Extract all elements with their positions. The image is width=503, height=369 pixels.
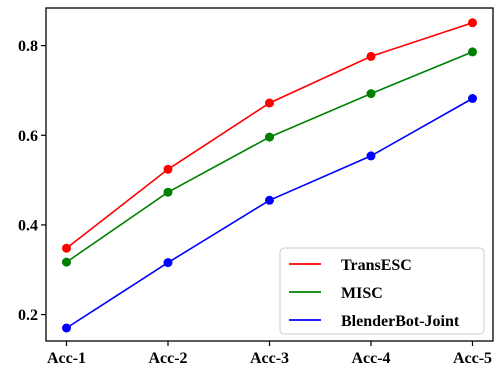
data-point-transesc <box>468 18 477 28</box>
data-point-misc <box>366 89 376 99</box>
x-tick-label: Acc-3 <box>250 350 289 367</box>
y-tick-label: 0.8 <box>18 38 38 55</box>
y-axis: 0.2 0.4 0.6 0.8 <box>18 38 46 324</box>
data-point-misc <box>468 47 477 57</box>
data-point-blenderbot-joint <box>366 151 376 161</box>
data-point-blenderbot-joint <box>265 195 274 205</box>
x-tick-label: Acc-5 <box>453 350 492 367</box>
series-layer <box>62 18 477 333</box>
x-tick-label: Acc-2 <box>148 350 187 367</box>
y-tick-label: 0.2 <box>18 307 38 324</box>
legend-items: TransESC MISC BlenderBot-Joint <box>289 257 460 330</box>
series-line-misc <box>66 51 473 263</box>
x-axis: Acc-1 Acc-2 Acc-3 Acc-4 Acc-5 <box>47 341 492 367</box>
x-tick-label: Acc-4 <box>351 350 390 367</box>
data-point-blenderbot-joint <box>163 258 173 268</box>
legend: TransESC MISC BlenderBot-Joint <box>279 247 485 335</box>
data-point-transesc <box>62 243 71 253</box>
data-point-transesc <box>265 98 274 108</box>
data-point-misc <box>163 187 173 197</box>
data-point-transesc <box>163 164 173 174</box>
data-point-transesc <box>366 51 376 61</box>
y-tick-label: 0.6 <box>18 128 38 145</box>
data-point-blenderbot-joint <box>62 323 71 333</box>
data-point-blenderbot-joint <box>468 94 477 103</box>
legend-label: TransESC <box>341 257 412 274</box>
x-tick-label: Acc-1 <box>47 350 86 367</box>
y-tick-label: 0.4 <box>18 217 38 234</box>
legend-label: MISC <box>341 285 383 302</box>
data-point-misc <box>265 132 274 142</box>
data-point-misc <box>62 257 71 267</box>
legend-label: BlenderBot-Joint <box>341 313 460 330</box>
legend-box <box>279 247 485 335</box>
